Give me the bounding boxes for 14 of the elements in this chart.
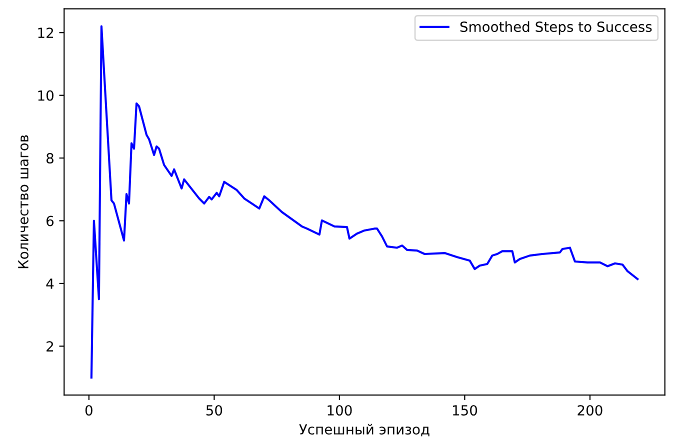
y-tick-label: 12 <box>38 28 54 38</box>
y-tick-label: 8 <box>46 153 54 164</box>
x-axis-title: Успешный эпизод <box>299 424 430 436</box>
y-tick-label: 4 <box>46 278 54 289</box>
x-tick-label: 200 <box>578 405 602 416</box>
legend-label: Smoothed Steps to Success <box>460 21 652 35</box>
x-tick-label: 100 <box>328 405 352 416</box>
x-tick-label: 0 <box>85 405 92 416</box>
y-tick-label: 2 <box>46 341 54 352</box>
x-tick-label: 50 <box>206 405 222 416</box>
x-tick-label: 150 <box>452 405 478 416</box>
y-tick-label: 6 <box>46 216 54 226</box>
y-axis-title: Количество шагов <box>18 135 28 268</box>
y-tick-label: 10 <box>38 90 54 101</box>
